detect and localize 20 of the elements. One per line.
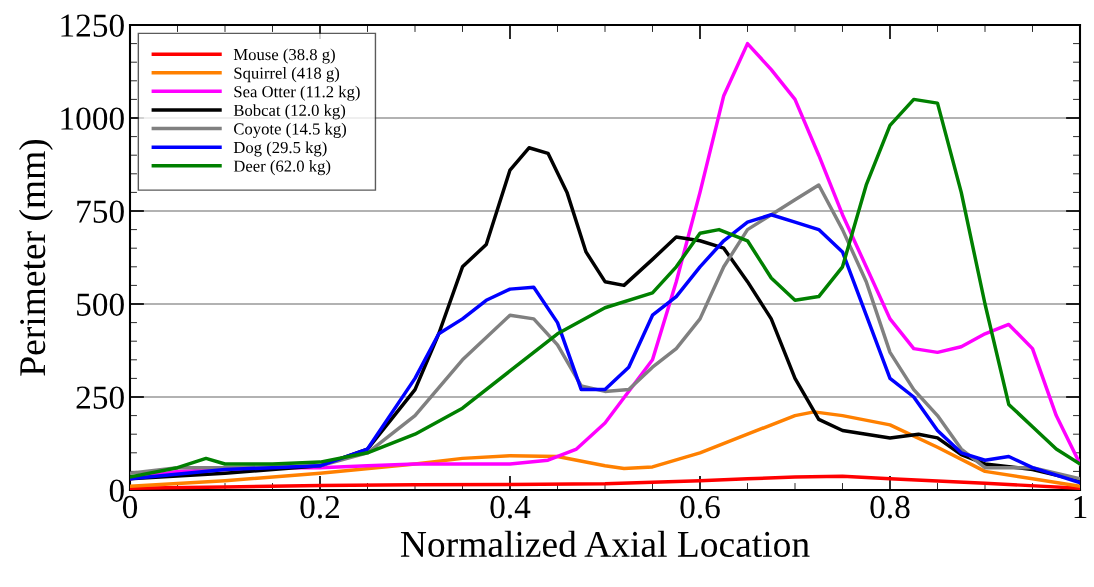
x-tick-label: 0.2 — [300, 495, 339, 519]
x-axis-title: Normalized Axial Location — [400, 530, 810, 558]
y-tick-label: 500 — [77, 293, 124, 316]
legend-label: Sea Otter (11.2 kg) — [234, 85, 360, 101]
x-tick-label: 0.8 — [870, 495, 910, 519]
x-tick-label: 1 — [1074, 495, 1087, 518]
legend-label: Deer (62.0 kg) — [233, 160, 331, 176]
y-tick-label: 0 — [109, 479, 124, 502]
x-tick-label: 0.4 — [490, 495, 531, 519]
y-tick-label: 1250 — [61, 14, 124, 37]
y-axis-title: Perimeter (mm) — [18, 139, 53, 376]
y-tick-label: 750 — [77, 200, 124, 223]
legend-label: Squirrel (418 g) — [234, 67, 340, 83]
legend-label: Bobcat (12.0 kg) — [233, 104, 346, 120]
legend-label: Coyote (14.5 kg) — [234, 122, 347, 138]
y-tick-label: 250 — [76, 386, 124, 409]
legend-label: Mouse (38.8 g) — [233, 48, 335, 64]
x-tick-label: 0.6 — [680, 495, 720, 519]
y-tick-label: 1000 — [61, 107, 124, 130]
legend-label: Dog (29.5 kg) — [233, 141, 327, 157]
